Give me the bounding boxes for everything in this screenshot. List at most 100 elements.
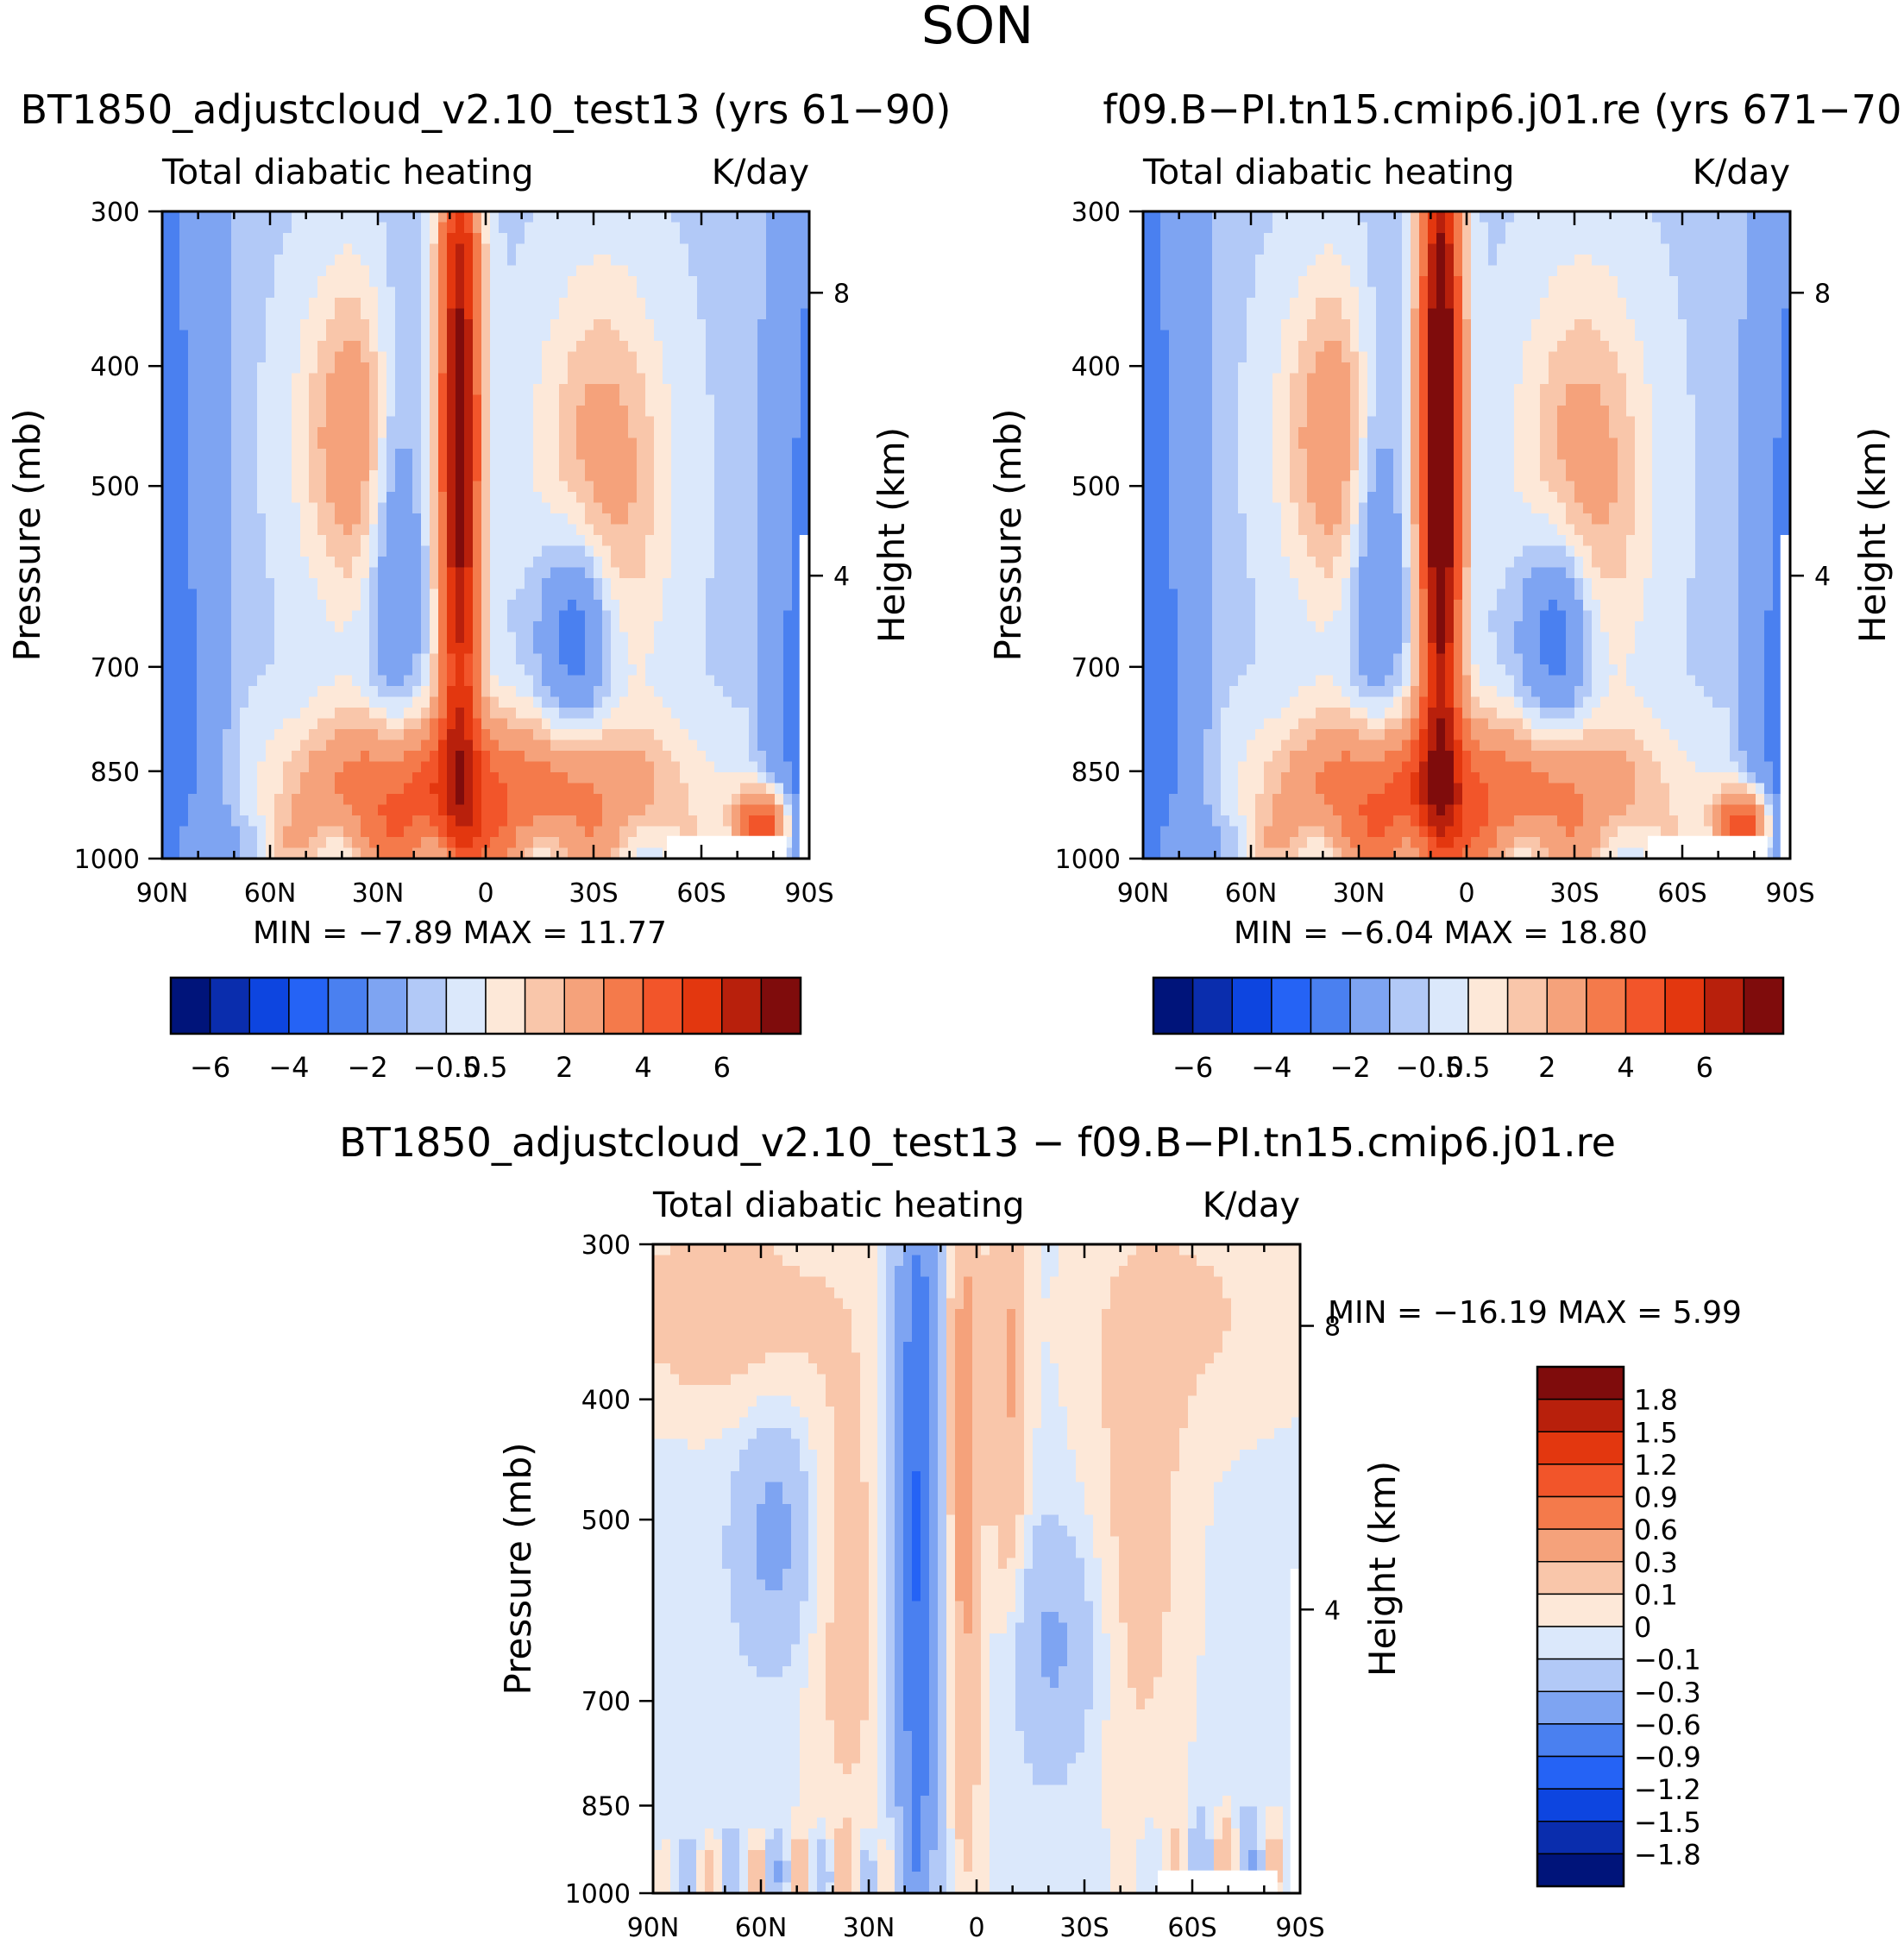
heatmap-cell [516,847,525,859]
heatmap-cell [369,815,379,828]
heatmap-cell [361,610,370,622]
heatmap-cell [525,729,534,741]
heatmap-cell [749,708,758,720]
heatmap-cell [585,804,594,816]
heatmap-cell [248,330,258,342]
heatmap-cell [619,578,629,590]
heatmap-cell [645,772,655,784]
heatmap-cell [723,600,732,612]
heatmap-cell [335,557,344,569]
heatmap-cell [248,588,258,601]
heatmap-cell [714,686,724,698]
heatmap-cell [766,621,776,633]
heatmap-cell [231,621,241,633]
heatmap-cell [542,255,551,267]
heatmap-cell [257,686,267,698]
heatmap-cell [559,243,569,255]
heatmap-cell [1195,222,1204,234]
heatmap-cell [352,739,361,752]
heatmap-cell [283,286,292,299]
heatmap-cell [1169,265,1178,277]
heatmap-cell [654,492,663,504]
heatmap-cell [214,837,223,849]
heatmap-cell [162,243,172,255]
heatmap-cell [516,621,525,633]
heatmap-cell [550,588,560,601]
heatmap-cell [404,373,413,385]
heatmap-cell [205,373,215,385]
heatmap-cell [292,524,301,536]
heatmap-cell [386,351,396,363]
heatmap-cell [619,222,629,234]
heatmap-cell [628,341,638,353]
heatmap-cell [317,847,327,859]
heatmap-cell [266,696,275,708]
heatmap-cell [732,319,741,331]
heatmap-cell [559,362,569,374]
heatmap-cell [248,600,258,612]
heatmap-cell [292,406,301,418]
heatmap-cell [1255,211,1265,223]
heatmap-cell [266,761,275,773]
heatmap-cell [688,265,698,277]
heatmap-cell [197,794,206,806]
heatmap-cell [766,255,776,267]
heatmap-cell [223,804,232,816]
heatmap-cell [361,708,370,720]
heatmap-cell [274,643,284,655]
heatmap-cell [766,243,776,255]
heatmap-cell [757,739,767,752]
heatmap-cell [1152,255,1161,267]
heatmap-cell [757,265,767,277]
heatmap-cell [516,815,525,828]
heatmap-cell [223,351,232,363]
heatmap-cell [714,502,724,514]
heatmap-cell [421,729,430,741]
heatmap-cell [231,653,241,665]
heatmap-cell [248,524,258,536]
heatmap-cell [248,815,258,828]
heatmap-cell [585,535,594,547]
heatmap-cell [792,341,801,353]
heatmap-cell [300,837,310,849]
heatmap-cell [749,384,758,396]
heatmap-cell [559,341,569,353]
heatmap-cell [292,276,301,288]
heatmap-cell [266,492,275,504]
heatmap-cell [343,837,353,849]
heatmap-cell [361,330,370,342]
heatmap-cell [369,319,379,331]
heatmap-cell [585,211,594,223]
heatmap-cell [585,384,594,396]
heatmap-cell [671,502,681,514]
heatmap-cell [559,416,569,428]
heatmap-cell [223,557,232,569]
heatmap-cell [257,211,267,223]
heatmap-cell [257,761,267,773]
heatmap-cell [732,653,741,665]
heatmap-cell [231,502,241,514]
heatmap-cell [335,653,344,665]
heatmap-cell [317,578,327,590]
heatmap-cell [456,600,465,612]
heatmap-cell [688,535,698,547]
heatmap-cell [602,319,612,331]
heatmap-cell [257,545,267,557]
heatmap-cell [706,729,715,741]
heatmap-cell [421,449,430,461]
heatmap-cell [697,449,707,461]
heatmap-cell [663,783,672,795]
heatmap-cell [386,362,396,374]
heatmap-cell [697,708,707,720]
heatmap-cell [525,794,534,806]
heatmap-cell [223,761,232,773]
heatmap-cell [352,610,361,622]
heatmap-cell [576,449,586,461]
heatmap-cell [179,492,189,504]
heatmap-cell [611,437,620,450]
heatmap-cell [740,621,750,633]
heatmap-cell [671,524,681,536]
heatmap-cell [619,718,629,730]
heatmap-cell [274,513,284,526]
heatmap-cell [395,481,405,493]
